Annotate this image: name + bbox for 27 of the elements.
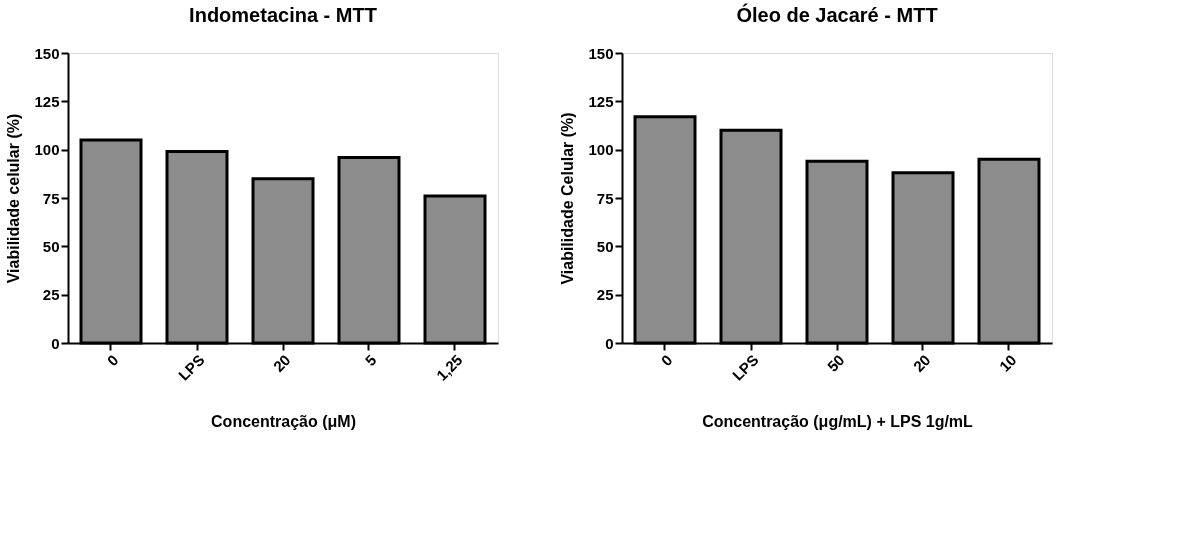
y-tick-label: 25	[596, 286, 614, 304]
x-axis-title: Concentração (μg/mL) + LPS 1g/mL	[702, 412, 974, 430]
y-tick-label: 100	[588, 141, 614, 159]
x-tick-label: 50	[823, 351, 848, 375]
y-tick-label: 150	[588, 44, 614, 62]
x-tick-label: 5	[361, 351, 380, 370]
y-tick-label: 0	[51, 334, 60, 352]
x-tick-label: 20	[269, 351, 294, 375]
y-tick-label: 0	[605, 334, 614, 352]
y-tick-label: 75	[42, 189, 60, 207]
y-tick-label: 125	[34, 92, 60, 110]
y-tick-label: 150	[34, 44, 60, 62]
x-tick-label: 10	[995, 351, 1020, 375]
x-tick-label: 20	[909, 351, 934, 375]
y-axis-title: Viabilidade Celular (%)	[559, 112, 577, 285]
y-tick-label: 125	[588, 92, 614, 110]
chart-title: Óleo de Jacaré - MTT	[736, 3, 938, 26]
x-axis-title: Concentração (μM)	[211, 412, 356, 430]
y-tick-label: 75	[596, 189, 614, 207]
y-tick-label: 50	[42, 237, 60, 255]
y-tick-label: 100	[34, 141, 60, 159]
y-tick-label: 25	[42, 286, 60, 304]
y-tick-label: 50	[596, 237, 614, 255]
x-tick-label: 0	[657, 351, 676, 370]
chart-title: Indometacina - MTT	[189, 4, 377, 26]
x-tick-label: 0	[103, 351, 122, 370]
y-axis-title: Viabilidade celular (%)	[5, 113, 23, 284]
